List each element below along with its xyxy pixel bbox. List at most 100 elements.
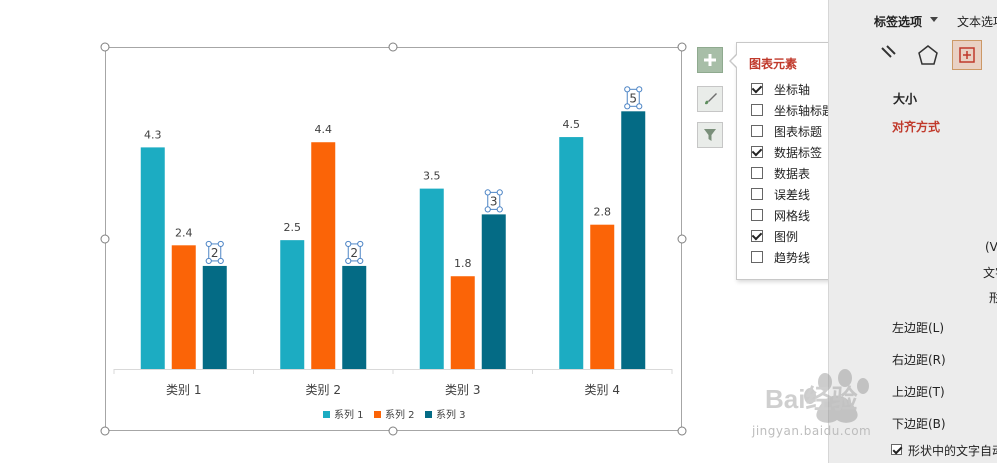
- popup-title: 图表元素: [749, 57, 798, 71]
- bar[interactable]: [419, 188, 444, 369]
- data-label-handle[interactable]: [496, 189, 503, 196]
- data-label[interactable]: 3: [490, 194, 498, 208]
- bar[interactable]: [342, 265, 367, 369]
- chart-filters-button[interactable]: [697, 122, 723, 148]
- legend-swatch: [374, 411, 381, 418]
- size-properties-icon[interactable]: [952, 40, 982, 70]
- chart-element-label: 趋势线: [774, 250, 811, 265]
- resize-handle-left[interactable]: [100, 234, 110, 244]
- data-label[interactable]: 3.5: [423, 170, 441, 183]
- data-label-handle[interactable]: [217, 257, 224, 265]
- resize-handle-bottom[interactable]: [388, 426, 398, 436]
- chart-element-checkbox[interactable]: [751, 83, 763, 95]
- tab-label-options[interactable]: 标签选项: [874, 15, 923, 29]
- chart-element-item[interactable]: 坐标轴标题: [751, 101, 834, 119]
- data-label-handle[interactable]: [205, 240, 212, 248]
- data-label-handle[interactable]: [484, 206, 491, 213]
- chart-element-label: 数据表: [774, 166, 811, 181]
- resize-handle-top[interactable]: [388, 42, 398, 52]
- pane-partial-text: 形状: [989, 289, 997, 306]
- pane-partial-text: (V): [985, 240, 997, 254]
- chart-element-checkbox[interactable]: [751, 104, 763, 116]
- baidu-watermark: Bai经验: [765, 369, 869, 423]
- data-label-handle[interactable]: [636, 86, 643, 93]
- data-label-handle[interactable]: [357, 240, 364, 248]
- left-margin-label: 左边距(L): [892, 321, 945, 335]
- chart-element-label: 坐标轴标题: [774, 103, 835, 118]
- chart-element-checkbox[interactable]: [751, 146, 763, 158]
- resize-handle-bottom-right[interactable]: [677, 426, 687, 436]
- slide-canvas: 4.3 2.4 2 类别 1 2.5 4.4 2 类别 2 3.5 1.8 3 类别 3 4.5 2.8 5…: [0, 0, 828, 463]
- bar[interactable]: [450, 276, 475, 369]
- fill-line-icon[interactable]: [879, 44, 899, 66]
- data-label-handle[interactable]: [636, 103, 643, 110]
- chart-element-label: 误差线: [774, 187, 811, 202]
- bar-chart[interactable]: 4.3 2.4 2 类别 1 2.5 4.4 2 类别 2 3.5 1.8 3 类别 3 4.5 2.8 5…: [0, 0, 828, 463]
- data-label[interactable]: 5: [629, 91, 637, 105]
- chart-element-item[interactable]: 数据标签: [751, 143, 822, 161]
- chart-element-item[interactable]: 坐标轴: [751, 80, 810, 98]
- legend-entry[interactable]: 系列 2: [385, 408, 415, 421]
- bar[interactable]: [311, 142, 336, 369]
- paintbrush-icon: [705, 93, 717, 105]
- chart-element-checkbox[interactable]: [751, 188, 763, 200]
- data-label-box[interactable]: [347, 243, 361, 262]
- chart-element-checkbox[interactable]: [751, 167, 763, 179]
- data-label-handle[interactable]: [496, 206, 503, 213]
- data-label[interactable]: 2: [350, 246, 358, 260]
- data-label-box[interactable]: [626, 88, 640, 107]
- chart-styles-button[interactable]: [697, 86, 723, 112]
- section-alignment[interactable]: 对齐方式: [892, 120, 941, 134]
- bar[interactable]: [202, 265, 227, 369]
- data-label-handle[interactable]: [345, 240, 352, 248]
- bar[interactable]: [280, 240, 305, 369]
- chart-element-item[interactable]: 误差线: [751, 185, 810, 203]
- chart-element-item[interactable]: 数据表: [751, 164, 810, 182]
- data-label-handle[interactable]: [217, 240, 224, 248]
- legend-entry[interactable]: 系列 3: [436, 408, 466, 421]
- data-label[interactable]: 2.4: [175, 226, 193, 239]
- data-label-box[interactable]: [208, 243, 222, 262]
- data-label[interactable]: 4.4: [315, 123, 333, 136]
- legend-entry[interactable]: 系列 1: [334, 408, 364, 421]
- data-label-handle[interactable]: [345, 257, 352, 265]
- data-label-handle[interactable]: [357, 257, 364, 265]
- chart-element-checkbox[interactable]: [751, 125, 763, 137]
- chart-element-item[interactable]: 图表标题: [751, 122, 822, 140]
- data-label[interactable]: 2: [211, 246, 219, 260]
- data-label-handle[interactable]: [205, 257, 212, 265]
- bar[interactable]: [171, 245, 196, 369]
- data-label-handle[interactable]: [484, 189, 491, 196]
- chart-element-checkbox[interactable]: [751, 251, 763, 263]
- chart-element-item[interactable]: 趋势线: [751, 248, 810, 266]
- chart-element-checkbox[interactable]: [751, 230, 763, 242]
- data-label[interactable]: 1.8: [454, 257, 472, 270]
- pentagon-icon[interactable]: [917, 44, 939, 66]
- chart-element-checkbox[interactable]: [751, 209, 763, 221]
- bar[interactable]: [559, 137, 584, 369]
- chart-elements-button[interactable]: [697, 47, 723, 73]
- data-label[interactable]: 2.8: [594, 206, 612, 219]
- data-label[interactable]: 2.5: [284, 221, 302, 234]
- chart-element-item[interactable]: 网格线: [751, 206, 810, 224]
- section-size[interactable]: 大小: [893, 92, 918, 106]
- data-label-handle[interactable]: [624, 86, 631, 93]
- bar[interactable]: [481, 214, 506, 369]
- chart-element-item[interactable]: 图例: [751, 227, 798, 245]
- data-label-box[interactable]: [487, 191, 501, 210]
- resize-handle-top-left[interactable]: [100, 42, 110, 52]
- tab-text-options[interactable]: 文本选项: [957, 15, 997, 29]
- resize-handle-right[interactable]: [677, 234, 687, 244]
- data-label[interactable]: 4.5: [563, 118, 581, 131]
- resize-handle-bottom-left[interactable]: [100, 426, 110, 436]
- data-label-handle[interactable]: [624, 103, 631, 110]
- chart-element-label: 网格线: [774, 208, 811, 223]
- bar[interactable]: [590, 224, 615, 369]
- resize-handle-top-right[interactable]: [677, 42, 687, 52]
- bar[interactable]: [621, 111, 646, 370]
- bar[interactable]: [140, 147, 165, 369]
- x-tick-label: 类别 1: [166, 383, 201, 397]
- wrap-text-checkbox[interactable]: [891, 444, 902, 455]
- data-label[interactable]: 4.3: [144, 128, 162, 141]
- chevron-down-icon[interactable]: [930, 17, 938, 22]
